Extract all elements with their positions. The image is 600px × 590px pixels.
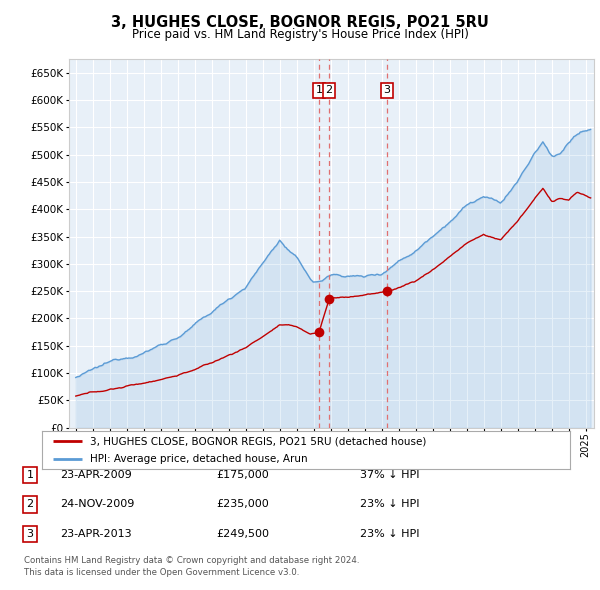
Text: 3: 3: [383, 86, 391, 96]
Text: 3: 3: [26, 529, 34, 539]
Text: 23-APR-2013: 23-APR-2013: [60, 529, 131, 539]
Text: 23-APR-2009: 23-APR-2009: [60, 470, 132, 480]
Text: £175,000: £175,000: [216, 470, 269, 480]
Text: This data is licensed under the Open Government Licence v3.0.: This data is licensed under the Open Gov…: [24, 568, 299, 577]
Text: Contains HM Land Registry data © Crown copyright and database right 2024.: Contains HM Land Registry data © Crown c…: [24, 556, 359, 565]
Text: 23% ↓ HPI: 23% ↓ HPI: [360, 500, 419, 509]
Text: 23% ↓ HPI: 23% ↓ HPI: [360, 529, 419, 539]
Text: 24-NOV-2009: 24-NOV-2009: [60, 500, 134, 509]
Text: £235,000: £235,000: [216, 500, 269, 509]
Text: £249,500: £249,500: [216, 529, 269, 539]
Text: 3, HUGHES CLOSE, BOGNOR REGIS, PO21 5RU (detached house): 3, HUGHES CLOSE, BOGNOR REGIS, PO21 5RU …: [89, 437, 426, 447]
Text: Price paid vs. HM Land Registry's House Price Index (HPI): Price paid vs. HM Land Registry's House …: [131, 28, 469, 41]
Text: 2: 2: [26, 500, 34, 509]
Text: 3, HUGHES CLOSE, BOGNOR REGIS, PO21 5RU: 3, HUGHES CLOSE, BOGNOR REGIS, PO21 5RU: [111, 15, 489, 30]
Text: 37% ↓ HPI: 37% ↓ HPI: [360, 470, 419, 480]
Text: 1: 1: [26, 470, 34, 480]
Text: 2: 2: [325, 86, 332, 96]
Text: HPI: Average price, detached house, Arun: HPI: Average price, detached house, Arun: [89, 454, 307, 464]
Text: 1: 1: [316, 86, 322, 96]
